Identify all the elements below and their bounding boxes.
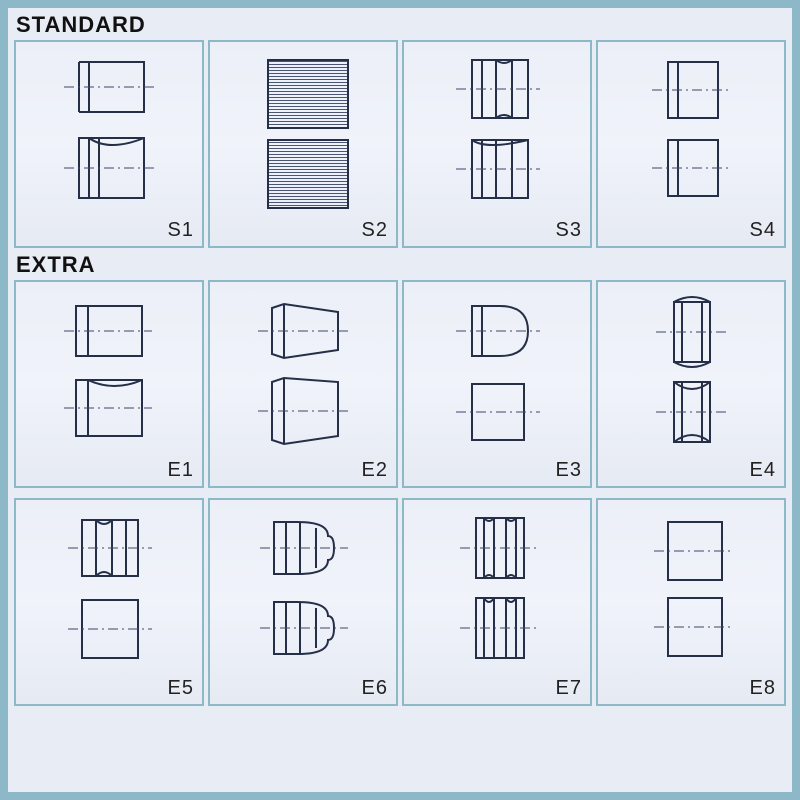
row-gap [8, 488, 792, 498]
drawing-e2 [228, 288, 378, 468]
cell-label-s2: S2 [362, 219, 388, 242]
cell-label-e8: E8 [750, 677, 776, 700]
drawing-e1 [34, 288, 184, 468]
cell-e3: E3 [402, 280, 592, 488]
cell-label-e4: E4 [750, 459, 776, 482]
drawing-s4 [616, 48, 766, 228]
drawing-s3 [422, 48, 572, 228]
drawing-e6 [228, 506, 378, 686]
cell-label-e7: E7 [556, 677, 582, 700]
section-title-standard: STANDARD [8, 8, 792, 40]
drawing-e8 [616, 506, 766, 686]
catalog-page: STANDARD S1 [0, 0, 800, 800]
cell-label-e1: E1 [168, 459, 194, 482]
section-title-extra: EXTRA [8, 248, 792, 280]
cell-label-s4: S4 [750, 219, 776, 242]
row-extra-1: E1 E2 [8, 280, 792, 488]
cell-e4: E4 [596, 280, 786, 488]
drawing-e3 [422, 288, 572, 468]
row-extra-2: E5 E6 [8, 498, 792, 706]
cell-s4: S4 [596, 40, 786, 248]
cell-label-s1: S1 [168, 219, 194, 242]
cell-e5: E5 [14, 498, 204, 706]
cell-label-e3: E3 [556, 459, 582, 482]
cell-label-e5: E5 [168, 677, 194, 700]
drawing-s1 [34, 48, 184, 228]
cell-e8: E8 [596, 498, 786, 706]
drawing-e5 [34, 506, 184, 686]
cell-s1: S1 [14, 40, 204, 248]
cell-s3: S3 [402, 40, 592, 248]
cell-label-e6: E6 [362, 677, 388, 700]
cell-e2: E2 [208, 280, 398, 488]
cell-label-s3: S3 [556, 219, 582, 242]
drawing-s2 [228, 48, 378, 228]
cell-label-e2: E2 [362, 459, 388, 482]
row-standard: S1 S2 [8, 40, 792, 248]
drawing-e4 [616, 288, 766, 468]
cell-s2: S2 [208, 40, 398, 248]
drawing-e7 [422, 506, 572, 686]
cell-e7: E7 [402, 498, 592, 706]
cell-e6: E6 [208, 498, 398, 706]
cell-e1: E1 [14, 280, 204, 488]
